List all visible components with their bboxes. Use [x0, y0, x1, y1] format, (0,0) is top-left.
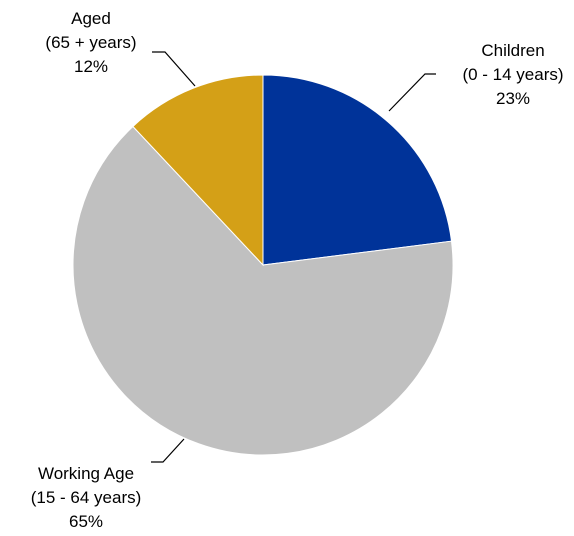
leader-line-aged — [152, 51, 196, 87]
slice-range-children: (0 - 14 years) — [462, 65, 563, 84]
slice-label-working-age: Working Age — [38, 464, 134, 483]
pie-slice-working-age — [72, 125, 454, 456]
slice-percent-children: 23% — [496, 89, 530, 108]
leader-line-working-age — [151, 438, 185, 463]
pie-slice-children — [262, 74, 453, 266]
leader-line-children — [388, 73, 436, 112]
leader-lines-layer — [151, 51, 436, 463]
pie-slice-aged — [132, 74, 264, 267]
slice-percent-aged: 12% — [74, 57, 108, 76]
slice-range-aged: (65 + years) — [45, 33, 136, 52]
slice-range-working-age: (15 - 64 years) — [31, 488, 142, 507]
slice-label-children: Children — [481, 41, 544, 60]
slice-label-aged: Aged — [71, 9, 111, 28]
slice-percent-working-age: 65% — [69, 512, 103, 531]
slices-layer — [72, 74, 454, 456]
